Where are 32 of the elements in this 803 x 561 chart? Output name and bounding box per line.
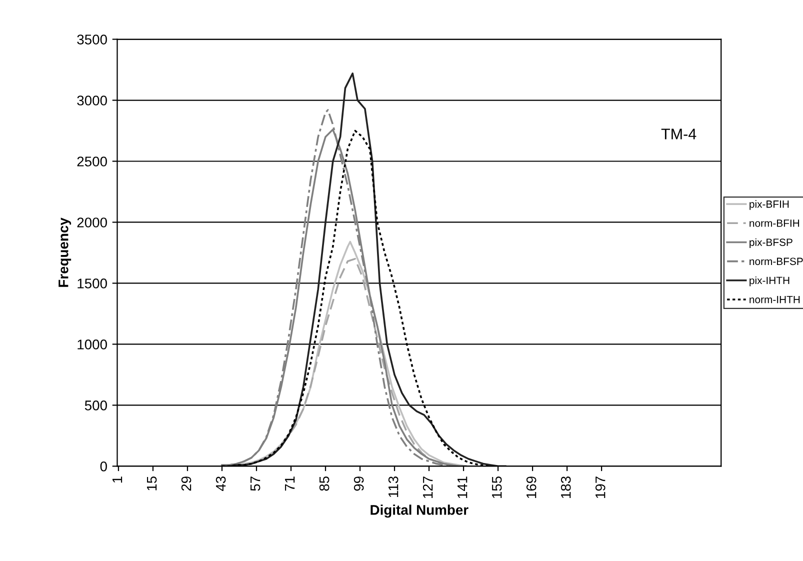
- y-tick-label: 1000: [78, 340, 107, 350]
- x-tick-label: 127: [422, 476, 433, 498]
- y-tick-label: 500: [84, 400, 107, 410]
- x-tick-label: 141: [458, 476, 468, 498]
- x-tick-label: 113: [388, 476, 398, 497]
- y-tick-label: 1500: [78, 278, 107, 288]
- legend-label: norm-BFSP: [750, 258, 803, 266]
- x-tick-label: 183: [560, 476, 571, 498]
- x-tick-label: 43: [216, 476, 226, 492]
- legend-label: norm-IHTH: [750, 296, 800, 304]
- x-tick-label: 197: [595, 476, 606, 498]
- x-tick-label: 1: [112, 476, 122, 483]
- x-tick-label: 99: [354, 476, 364, 491]
- y-tick-label: 2000: [77, 218, 107, 228]
- x-axis-title: Digital Number: [370, 504, 468, 518]
- x-tick-label: 169: [526, 476, 536, 498]
- y-axis-title: Frequency: [58, 218, 72, 287]
- legend-label: pix-IHTH: [750, 276, 790, 286]
- x-tick-label: 15: [147, 476, 157, 490]
- legend-label: norm-BFIH: [750, 220, 800, 227]
- legend-label: pix-BFSP: [750, 238, 792, 248]
- x-tick-label: 85: [319, 476, 330, 491]
- y-tick-label: 3000: [77, 96, 107, 106]
- x-tick-label: 155: [492, 476, 502, 498]
- annotation: TM-4: [661, 128, 696, 140]
- y-tick-label: 3500: [77, 34, 107, 44]
- x-tick-label: 57: [250, 476, 260, 491]
- y-tick-label: 2500: [77, 156, 107, 166]
- x-tick-label: 29: [181, 476, 192, 491]
- y-tick-label: 0: [100, 462, 107, 472]
- x-tick-label: 71: [285, 476, 295, 491]
- legend-label: pix-BFIH: [750, 200, 789, 210]
